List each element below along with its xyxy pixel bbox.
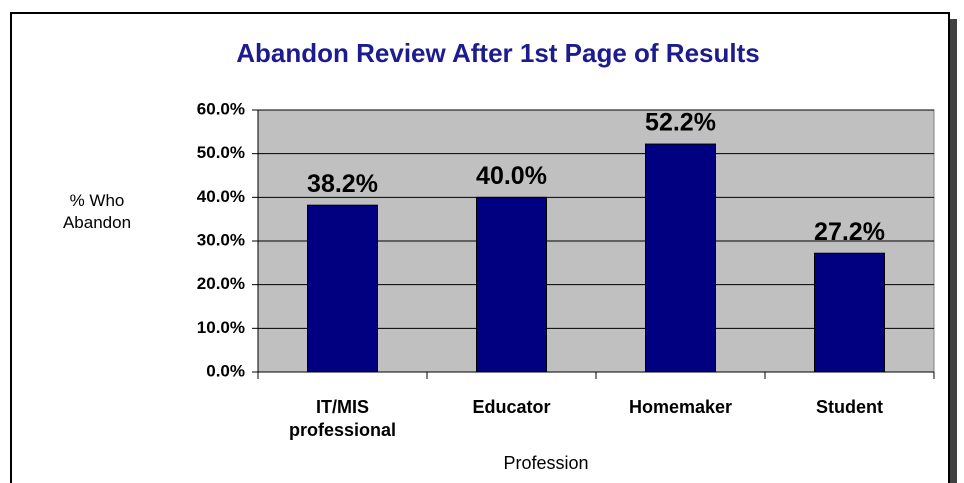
bar — [645, 143, 716, 373]
y-tick-label: 30.0% — [197, 230, 245, 249]
x-axis-label: Profession — [503, 453, 589, 473]
y-tick-label: 20.0% — [197, 274, 245, 293]
value-label: 52.2% — [645, 109, 716, 137]
y-tick-label: 50.0% — [197, 143, 245, 162]
value-label: 40.0% — [476, 162, 547, 190]
y-tick-label: 10.0% — [197, 318, 245, 337]
bar — [814, 252, 885, 373]
value-label: 27.2% — [814, 218, 885, 246]
y-tick-label: 40.0% — [197, 187, 245, 206]
x-tick-label: IT/MIS professional — [288, 397, 397, 441]
y-tick-label: 60.0% — [197, 99, 245, 118]
bar — [476, 196, 547, 373]
bar — [307, 204, 378, 373]
value-label: 38.2% — [307, 170, 378, 198]
chart-title: Abandon Review After 1st Page of Results — [236, 38, 759, 68]
x-tick-label: Student — [816, 397, 883, 417]
x-tick-label: Educator — [472, 397, 551, 417]
y-axis-label: % Who Abandon — [62, 191, 132, 233]
y-tick-label: 0.0% — [206, 361, 245, 380]
x-tick-label: Homemaker — [628, 397, 733, 417]
